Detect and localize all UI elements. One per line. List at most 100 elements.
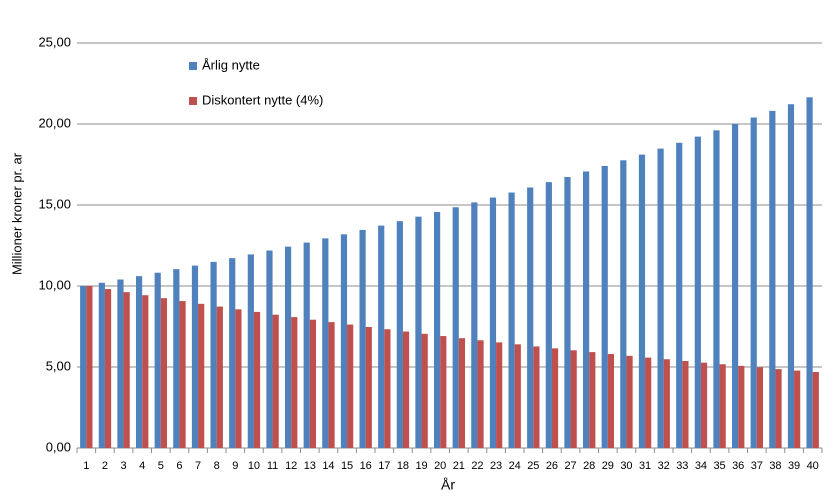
x-tick-label: 17: [378, 460, 390, 472]
x-tick-label: 37: [751, 460, 763, 472]
x-tick-label: 25: [527, 460, 539, 472]
bar: [266, 250, 273, 448]
x-tick-label: 18: [397, 460, 409, 472]
x-tick-label: 13: [304, 460, 316, 472]
bar: [123, 292, 130, 448]
bar: [179, 301, 186, 448]
bar: [173, 269, 180, 448]
bar: [284, 246, 292, 448]
bar: [719, 364, 726, 448]
bar: [514, 344, 521, 448]
bar: [440, 336, 447, 448]
bar: [620, 160, 627, 448]
bar: [812, 372, 819, 448]
bar: [216, 306, 223, 448]
x-tick-label: 7: [195, 460, 201, 472]
x-tick-label: 29: [602, 460, 614, 472]
bar: [160, 298, 168, 448]
x-tick-label: 3: [121, 460, 127, 472]
bar: [806, 97, 813, 449]
bar: [700, 362, 708, 448]
x-tick-label: 9: [232, 460, 238, 472]
bar: [415, 216, 422, 448]
bar: [601, 165, 608, 448]
bar: [582, 171, 590, 448]
y-tick-label: 0,00: [46, 439, 71, 454]
x-tick-label: 30: [620, 460, 632, 472]
bar: [117, 279, 124, 448]
bar: [508, 192, 515, 448]
x-tick-label: 39: [788, 460, 800, 472]
bar: [750, 117, 757, 449]
bar: [253, 311, 261, 448]
x-axis-label: År: [441, 477, 455, 493]
bar: [396, 221, 403, 448]
x-tick-label: 38: [769, 460, 781, 472]
x-tick-label: 27: [564, 460, 576, 472]
bar: [657, 148, 664, 448]
y-tick-label: 20,00: [38, 115, 71, 130]
bar: [545, 182, 552, 448]
legend-label: Diskontert nytte (4%): [202, 92, 323, 107]
x-tick-label: 23: [490, 460, 502, 472]
bar: [291, 317, 298, 448]
x-tick-label: 14: [322, 460, 334, 472]
bar: [471, 202, 478, 448]
bar: [551, 348, 559, 448]
x-tick-label: 28: [583, 460, 595, 472]
bar: [142, 295, 149, 448]
bar: [775, 369, 782, 448]
x-tick-label: 15: [341, 460, 353, 472]
x-tick-label: 35: [713, 460, 725, 472]
bar: [564, 176, 571, 448]
bar: [421, 333, 428, 448]
bar: [135, 276, 143, 448]
bar: [340, 234, 348, 448]
legend-swatch: [189, 97, 197, 105]
legend-label: Årlig nytte: [202, 57, 260, 72]
x-tick-label: 16: [360, 460, 372, 472]
bar: [731, 124, 739, 448]
x-tick-label: 10: [248, 460, 260, 472]
bar: [229, 258, 236, 448]
bar: [663, 359, 670, 448]
bar: [452, 207, 459, 448]
x-tick-label: 24: [509, 460, 521, 472]
bar: [496, 342, 503, 448]
bar: [104, 289, 112, 448]
bar: [359, 229, 366, 448]
bar: [607, 354, 615, 448]
bar: [787, 104, 795, 449]
bar: [533, 346, 540, 448]
y-tick-label: 10,00: [38, 277, 71, 292]
x-tick-label: 22: [471, 460, 483, 472]
x-tick-label: 34: [695, 460, 707, 472]
legend-swatch: [189, 62, 197, 70]
bar: [309, 319, 317, 448]
bar: [433, 211, 441, 448]
x-tick-label: 33: [676, 460, 688, 472]
y-axis-label: Millioner kroner pr. ar: [9, 152, 24, 275]
bar: [682, 361, 689, 448]
bar: [384, 329, 391, 448]
bar: [365, 326, 372, 448]
bar: [694, 136, 701, 449]
x-tick-label: 36: [732, 460, 744, 472]
x-tick-label: 4: [139, 460, 145, 472]
bar: [769, 110, 776, 449]
bar: [86, 286, 93, 448]
bar: [626, 355, 633, 448]
bar: [191, 265, 199, 448]
x-tick-label: 2: [102, 460, 108, 472]
bar: [676, 142, 683, 449]
bar: [347, 324, 354, 448]
x-tick-label: 12: [285, 460, 297, 472]
x-tick-label: 31: [639, 460, 651, 472]
bar: [738, 365, 745, 448]
bar: [198, 303, 205, 448]
bar: [589, 352, 596, 448]
x-tick-label: 11: [267, 460, 278, 472]
x-tick-label: 6: [176, 460, 182, 472]
bar: [527, 187, 534, 448]
